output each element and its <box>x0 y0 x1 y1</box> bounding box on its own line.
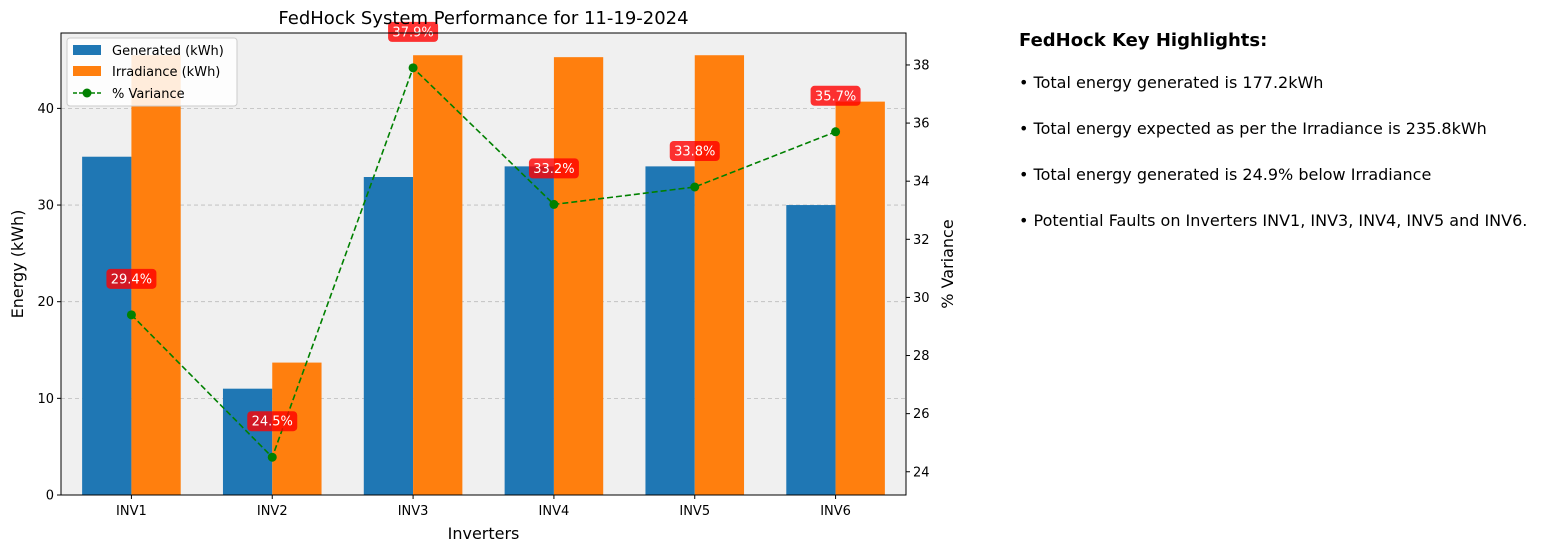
plot-frame <box>60 32 907 496</box>
variance-point <box>831 127 841 137</box>
legend-swatch-generated <box>73 45 101 55</box>
y2-tick-label: 36 <box>913 117 930 132</box>
variance-label-box <box>388 21 439 42</box>
x-tick-label: INV6 <box>820 504 851 519</box>
chart-title: FedHock System Performance for 11-19-202… <box>278 8 688 29</box>
highlight-item-3: • Total energy generated is 24.9% below … <box>1019 165 1432 184</box>
performance-chart: 29.4%24.5%37.9%33.2%33.8%35.7%0102030402… <box>8 8 957 543</box>
variance-label-box <box>810 85 861 106</box>
x-tick-label: INV5 <box>679 504 710 519</box>
highlight-item-1: • Total energy generated is 177.2kWh <box>1019 73 1324 92</box>
y2-tick-label: 28 <box>913 349 930 364</box>
x-tick-label: INV1 <box>116 504 147 519</box>
legend-label-variance: % Variance <box>112 87 185 102</box>
bar-irradiance <box>553 57 604 496</box>
variance-label: 24.5% <box>252 415 293 430</box>
y2-tick-label: 32 <box>913 233 930 248</box>
y-axis-label: Energy (kWh) <box>8 210 27 319</box>
variance-label-box <box>528 158 579 179</box>
x-tick-label: INV4 <box>539 504 570 519</box>
bar-generated <box>504 166 554 496</box>
highlight-item-2: • Total energy expected as per the Irrad… <box>1019 119 1487 138</box>
y2-axis-label: % Variance <box>938 219 957 308</box>
highlights-title: FedHock Key Highlights: <box>1019 30 1268 51</box>
variance-point <box>267 452 277 462</box>
x-tick-label: INV2 <box>257 504 288 519</box>
variance-label: 33.2% <box>533 162 574 177</box>
legend-swatch-variance-marker <box>82 88 92 98</box>
variance-point <box>690 182 700 192</box>
y-tick-label: 30 <box>37 199 54 214</box>
bar-generated <box>786 205 836 495</box>
plot-area <box>61 33 906 495</box>
y-tick-label: 0 <box>46 489 54 504</box>
y2-tick-label: 24 <box>913 465 930 480</box>
legend-swatch-irradiance <box>73 66 101 76</box>
y2-tick-label: 38 <box>913 58 930 73</box>
legend-label-irradiance: Irradiance (kWh) <box>112 65 220 80</box>
y-tick-label: 40 <box>37 102 54 117</box>
variance-label: 35.7% <box>815 89 856 104</box>
y-tick-label: 10 <box>37 392 54 407</box>
bar-irradiance <box>835 101 885 496</box>
x-tick-label: INV3 <box>398 504 429 519</box>
legend-label-generated: Generated (kWh) <box>112 44 224 59</box>
y-tick-label: 20 <box>37 295 54 310</box>
variance-label-box <box>669 141 720 161</box>
variance-point <box>549 199 559 209</box>
bar-generated <box>222 388 273 495</box>
y2-tick-label: 34 <box>913 175 930 190</box>
variance-label-box <box>247 411 298 432</box>
variance-point <box>126 310 136 320</box>
key-highlights-panel: FedHock Key Highlights: • Total energy g… <box>1019 30 1555 257</box>
highlight-item-4: • Potential Faults on Inverters INV1, IN… <box>1019 211 1528 230</box>
bar-irradiance <box>413 55 463 495</box>
variance-label-box <box>106 268 157 289</box>
y2-tick-label: 30 <box>913 291 930 306</box>
bar-generated <box>82 156 132 495</box>
y2-tick-label: 26 <box>913 407 930 422</box>
variance-label: 29.4% <box>111 272 152 287</box>
x-axis-label: Inverters <box>448 524 520 543</box>
bar-generated <box>645 166 695 496</box>
bar-generated <box>363 177 414 495</box>
bar-irradiance <box>694 55 745 495</box>
variance-label: 33.8% <box>674 145 715 160</box>
variance-point <box>408 63 418 73</box>
legend-box <box>66 37 238 107</box>
variance-line <box>130 66 836 459</box>
